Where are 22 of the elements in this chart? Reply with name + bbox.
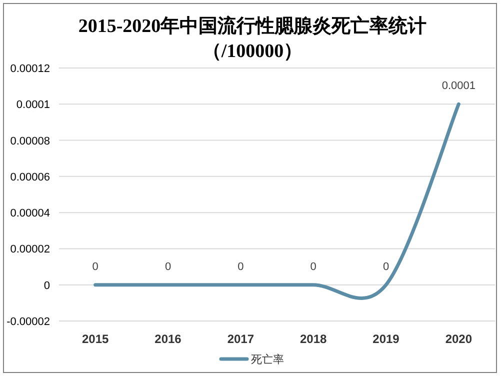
x-tick-label: 2017 xyxy=(227,332,254,346)
x-tick-label: 2020 xyxy=(445,332,472,346)
x-tick-label: 2015 xyxy=(82,332,110,346)
data-label: 0.0001 xyxy=(442,80,476,92)
data-label: 0 xyxy=(92,260,98,273)
y-tick-label: 0 xyxy=(44,280,50,292)
y-tick-label: 0.00008 xyxy=(10,135,50,148)
data-label: 0 xyxy=(238,260,244,273)
chart-title: 2015-2020年中国流行性腮腺炎死亡率统计（/100000） xyxy=(77,14,428,64)
data-label: 0 xyxy=(310,260,316,273)
y-tick-label: -0.00002 xyxy=(6,316,50,328)
y-tick-label: 0.00004 xyxy=(10,208,50,220)
y-tick-label: 0.00012 xyxy=(10,63,50,75)
x-tick-label: 2018 xyxy=(300,332,328,346)
legend-label: 死亡率 xyxy=(251,353,284,366)
x-tick-label: 2019 xyxy=(372,332,400,346)
y-tick-label: 0.0001 xyxy=(16,99,50,112)
x-tick-label: 2016 xyxy=(154,332,182,346)
y-tick-label: 0.00002 xyxy=(10,244,50,256)
data-label: 0 xyxy=(382,260,390,273)
y-tick-label: 0.00006 xyxy=(10,171,50,184)
data-label: 0 xyxy=(164,260,172,273)
